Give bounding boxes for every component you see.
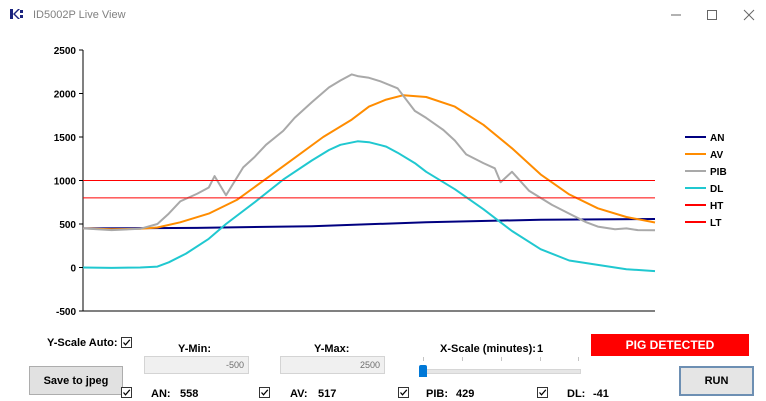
legend-label-pib: PIB <box>710 167 727 178</box>
slider-tick <box>501 357 502 361</box>
series-line-pib <box>82 73 656 232</box>
ymax-input[interactable]: 2500 <box>280 356 385 374</box>
y-tick-label: 2500 <box>54 46 77 57</box>
y-tick-label: -500 <box>56 307 76 318</box>
y-tick-label: 1000 <box>54 177 77 188</box>
legend-label-lt: LT <box>710 218 721 229</box>
legend-label-an: AN <box>710 133 724 144</box>
save-to-jpeg-button[interactable]: Save to jpeg <box>29 366 123 395</box>
ymin-input[interactable]: -500 <box>144 356 249 374</box>
minimize-button[interactable] <box>664 4 688 26</box>
ymin-label: Y-Min: <box>178 343 211 355</box>
y-tick-label: 2000 <box>54 90 77 101</box>
av-readout-value: 517 <box>318 388 337 400</box>
series-line-an <box>82 218 656 230</box>
yscale-auto-label: Y-Scale Auto: <box>47 337 118 349</box>
checkmark-icon <box>539 389 547 396</box>
checkmark-icon <box>123 339 131 346</box>
slider-tick <box>462 357 463 361</box>
maximize-button[interactable] <box>700 4 724 26</box>
yscale-auto-checkbox[interactable] <box>121 337 132 348</box>
live-chart: -500 0 500 1000 1500 2000 2500 AN AV PIB DL HT LT <box>54 46 727 318</box>
xscale-value: 1 <box>537 343 544 355</box>
dl-visible-checkbox[interactable] <box>537 387 548 398</box>
pib-visible-checkbox[interactable] <box>398 387 409 398</box>
av-visible-checkbox[interactable] <box>259 387 270 398</box>
an-visible-checkbox[interactable] <box>121 387 132 398</box>
slider-tick <box>423 357 424 361</box>
legend-label-dl: DL <box>710 184 723 195</box>
pib-readout-label: PIB: <box>426 388 448 400</box>
checkmark-icon <box>400 389 408 396</box>
y-tick-label: 0 <box>70 264 76 275</box>
xscale-slider-thumb[interactable] <box>419 365 427 377</box>
legend-label-ht: HT <box>710 201 723 212</box>
dl-readout-value: -41 <box>593 388 609 400</box>
title-bar: ID5002P Live View <box>0 0 766 30</box>
y-tick-label: 500 <box>59 220 76 231</box>
an-readout-label: AN: <box>151 388 171 400</box>
close-button[interactable] <box>737 4 761 26</box>
window-title: ID5002P Live View <box>33 9 126 21</box>
slider-tick <box>540 357 541 361</box>
run-button[interactable]: RUN <box>679 366 754 396</box>
slider-tick <box>578 357 579 361</box>
maximize-icon <box>707 10 717 20</box>
series-line-av <box>82 94 656 231</box>
y-tick-label: 1500 <box>54 133 77 144</box>
checkmark-icon <box>123 389 131 396</box>
pib-readout-value: 429 <box>456 388 475 400</box>
dl-readout-label: DL: <box>567 388 586 400</box>
av-readout-label: AV: <box>290 388 308 400</box>
close-icon <box>743 9 755 21</box>
ymax-label: Y-Max: <box>314 343 350 355</box>
an-readout-value: 558 <box>180 388 199 400</box>
pig-detected-alarm: PIG DETECTED <box>591 334 749 356</box>
checkmark-icon <box>261 389 269 396</box>
series-line-dl <box>82 140 656 273</box>
app-logo-icon <box>10 9 23 19</box>
xscale-slider-track[interactable] <box>421 369 581 374</box>
minimize-icon <box>671 14 681 16</box>
legend-label-av: AV <box>710 150 723 161</box>
xscale-label: X-Scale (minutes): <box>440 343 536 355</box>
